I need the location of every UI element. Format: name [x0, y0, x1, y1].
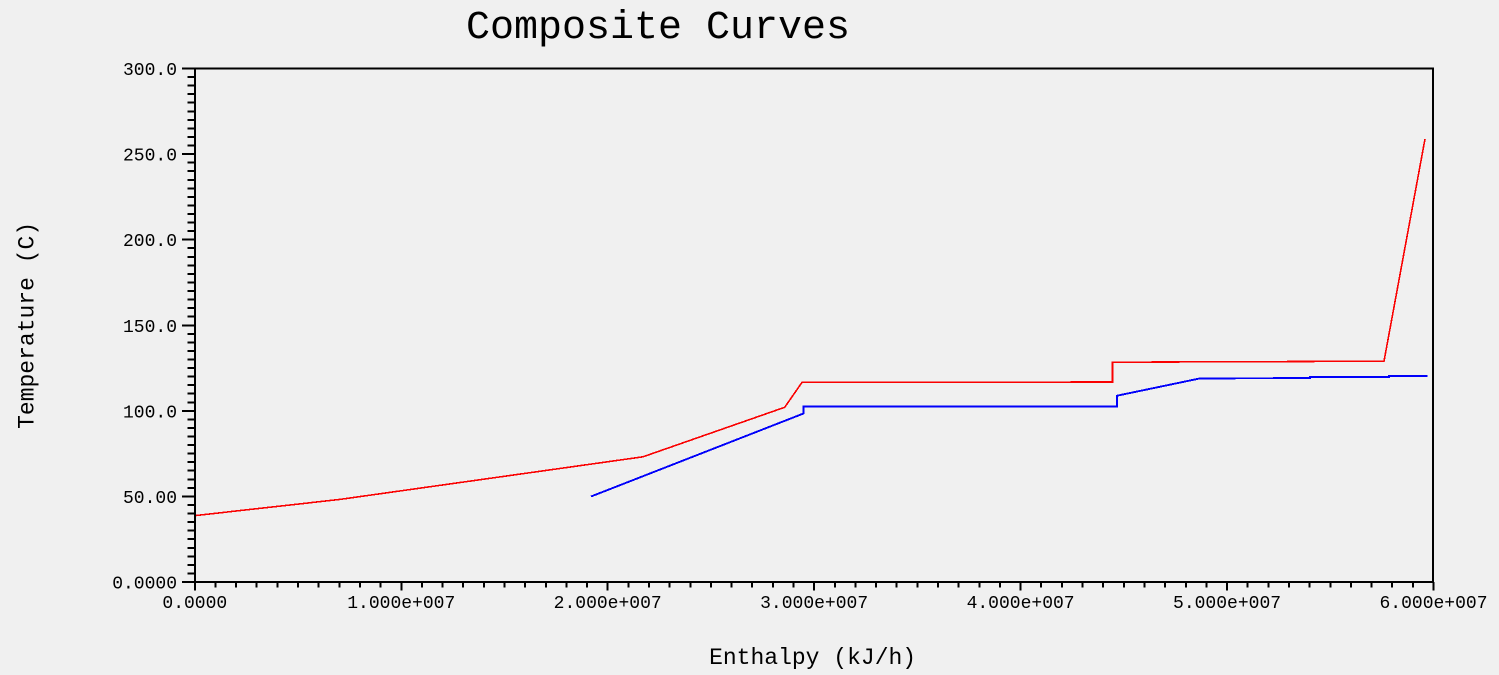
- svg-text:4.000e+007: 4.000e+007: [967, 594, 1075, 614]
- svg-text:6.000e+007: 6.000e+007: [1379, 594, 1487, 614]
- svg-text:3.000e+007: 3.000e+007: [760, 594, 868, 614]
- svg-text:300.0: 300.0: [123, 61, 177, 81]
- svg-text:1.000e+007: 1.000e+007: [347, 594, 455, 614]
- svg-text:2.000e+007: 2.000e+007: [554, 594, 662, 614]
- svg-text:Composite Curves: Composite Curves: [466, 6, 850, 51]
- svg-text:250.0: 250.0: [123, 147, 177, 167]
- svg-text:0.0000: 0.0000: [162, 594, 227, 614]
- svg-text:Temperature (C): Temperature (C): [14, 222, 40, 429]
- svg-text:200.0: 200.0: [123, 232, 177, 252]
- svg-text:5.000e+007: 5.000e+007: [1173, 594, 1281, 614]
- svg-text:100.0: 100.0: [123, 403, 177, 423]
- svg-text:50.00: 50.00: [123, 489, 177, 509]
- svg-text:Enthalpy (kJ/h): Enthalpy (kJ/h): [709, 645, 916, 671]
- svg-text:150.0: 150.0: [123, 318, 177, 338]
- svg-text:0.0000: 0.0000: [112, 575, 177, 595]
